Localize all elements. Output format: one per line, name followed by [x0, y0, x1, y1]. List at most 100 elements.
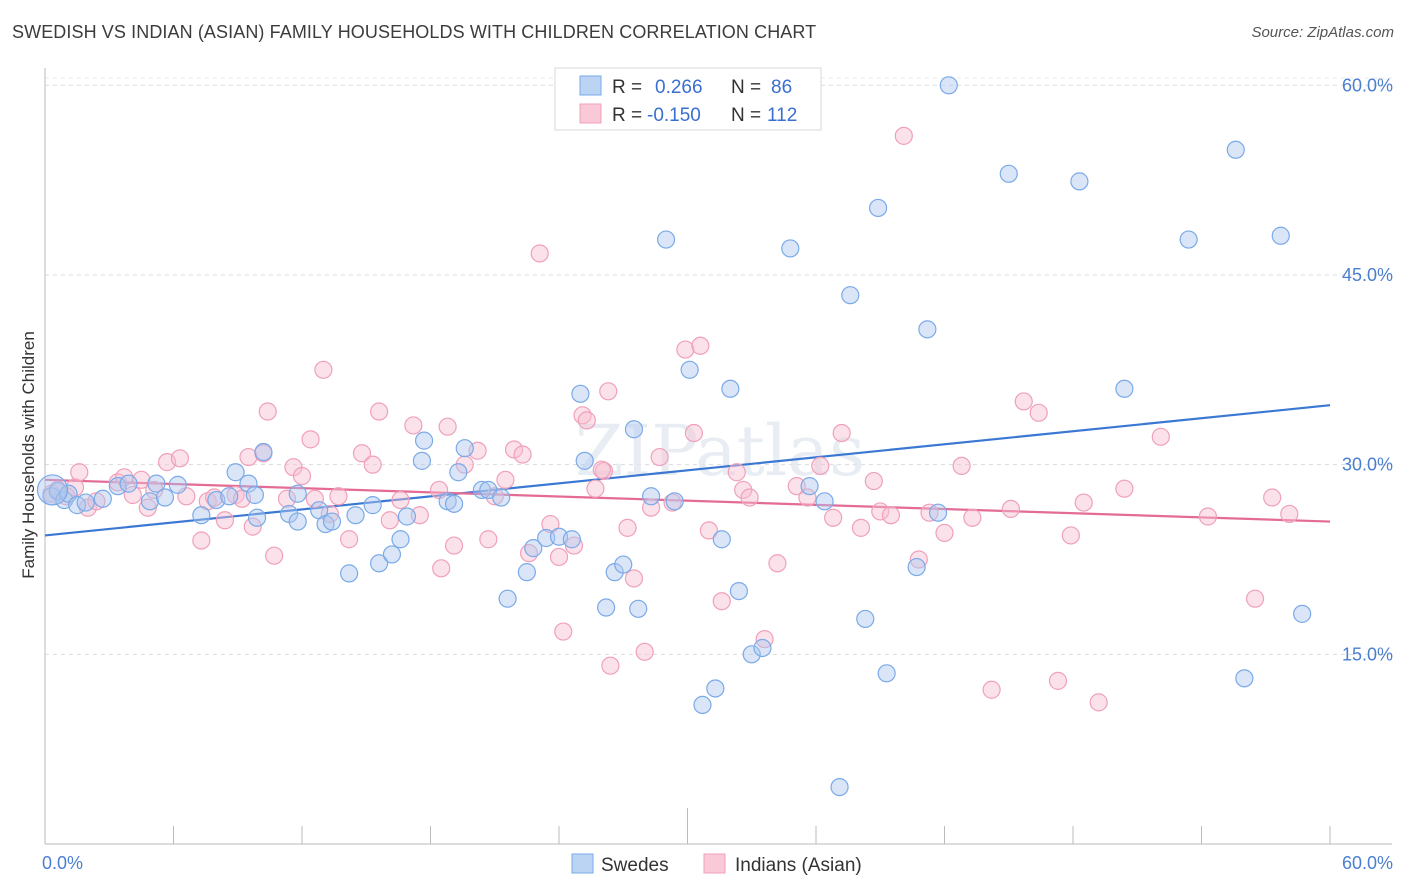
swedes-point: [918, 320, 937, 339]
indians-point: [1280, 504, 1299, 524]
indians-point: [277, 489, 297, 508]
swedes-point: [288, 484, 307, 503]
swedes-point: [877, 664, 896, 683]
indians-point: [734, 480, 753, 500]
swedes-point: [414, 431, 434, 450]
swedes-point: [781, 239, 800, 258]
indians-point: [1029, 403, 1048, 422]
n-value-swedes: 86: [771, 77, 792, 98]
indians-point: [755, 630, 774, 649]
r-label-2: R =: [612, 105, 642, 126]
swedes-point: [93, 489, 112, 508]
swedes-point: [472, 480, 491, 500]
swedes-point: [1070, 172, 1089, 191]
swedes-point: [340, 564, 359, 583]
swedes-point: [641, 487, 661, 506]
swedes-point: [624, 420, 644, 439]
indians-point: [329, 487, 348, 506]
indians-point: [1198, 507, 1218, 526]
swedes-point: [841, 286, 860, 305]
x-tick-label: 0.0%: [42, 853, 83, 873]
indians-point: [982, 680, 1001, 699]
indians-point: [699, 521, 719, 540]
n-label-2: N =: [731, 105, 761, 126]
swedes-point: [693, 695, 712, 715]
indians-point: [811, 456, 830, 476]
swedes-point: [1115, 379, 1134, 398]
indians-point: [1001, 499, 1020, 519]
indians-point: [205, 488, 224, 507]
indians-point: [530, 244, 549, 263]
indians-point: [192, 531, 211, 550]
indians-point: [504, 440, 524, 459]
indians-trend-line: [44, 478, 1331, 523]
swedes-point: [322, 512, 342, 531]
swedes-legend-swatch: [579, 75, 602, 96]
chart-title: SWEDISH VS INDIAN (ASIAN) FAMILY HOUSEHO…: [12, 22, 817, 42]
y-tick-label: 15.0%: [1342, 644, 1393, 664]
indians-point: [370, 402, 389, 421]
swedes-point: [614, 555, 633, 574]
swedes-point: [288, 512, 307, 531]
swedes-point: [999, 164, 1018, 183]
indians-point: [314, 360, 333, 379]
swedes-point: [449, 463, 468, 482]
n-label-1: N =: [731, 77, 761, 98]
swedes-point: [856, 609, 875, 629]
indians-point: [404, 416, 423, 435]
swedes-point: [800, 477, 819, 496]
indians-point: [618, 518, 637, 537]
indians-point: [1074, 493, 1093, 512]
indians-point: [676, 340, 695, 359]
swedes-point: [108, 477, 127, 496]
series-legend: Swedes Indians (Asian): [571, 853, 862, 876]
indians-point: [340, 530, 359, 549]
swedes-point: [192, 506, 211, 525]
data-points: [36, 76, 1312, 797]
indians-legend-label: Indians (Asian): [735, 855, 862, 876]
indians-point: [70, 463, 89, 482]
swedes-point: [680, 360, 699, 379]
swedes-legend-label: Swedes: [601, 855, 669, 876]
n-value-indians: 112: [767, 105, 797, 126]
indians-point: [851, 518, 871, 537]
indians-point: [881, 506, 901, 525]
indians-point: [410, 506, 429, 525]
indians-point: [549, 547, 569, 567]
indians-point: [243, 517, 262, 536]
swedes-swatch: [571, 853, 594, 874]
swedes-point: [498, 589, 517, 608]
indians-point: [963, 508, 982, 527]
swedes-point: [247, 508, 267, 527]
x-tick-labels: 0.0% 60.0%: [42, 853, 1393, 873]
swedes-point: [155, 488, 175, 507]
indians-point: [438, 417, 457, 436]
r-value-swedes: 0.266: [655, 77, 703, 98]
indians-point: [1014, 392, 1033, 411]
indians-point: [909, 550, 928, 569]
x-tick-label: 60.0%: [1342, 853, 1393, 873]
swedes-point: [140, 492, 160, 511]
swedes-point: [706, 679, 725, 698]
indians-point: [1115, 479, 1134, 498]
indians-point: [935, 523, 954, 543]
swedes-point: [665, 492, 684, 511]
y-tick-label: 45.0%: [1342, 265, 1393, 285]
indians-point: [712, 592, 731, 611]
swedes-point: [517, 563, 536, 582]
swedes-point: [226, 463, 245, 482]
swedes-point: [1179, 230, 1198, 249]
indians-point: [170, 449, 190, 468]
indians-point: [541, 514, 560, 534]
swedes-point: [907, 557, 926, 577]
y-axis-label: Family Households with Children: [19, 331, 38, 579]
swedes-point: [1271, 226, 1290, 245]
indians-point: [586, 479, 605, 498]
indians-point: [894, 126, 913, 145]
indians-point: [432, 559, 451, 578]
y-tick-label: 60.0%: [1342, 75, 1393, 95]
indians-point: [864, 471, 883, 491]
indians-point: [577, 411, 596, 430]
indians-point: [635, 642, 654, 661]
